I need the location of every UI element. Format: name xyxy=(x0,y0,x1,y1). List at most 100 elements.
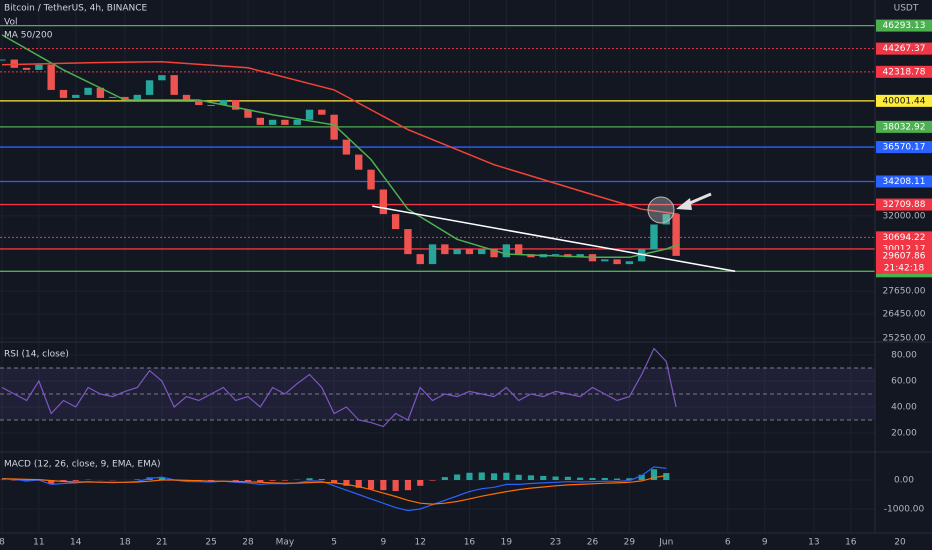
candle xyxy=(158,75,166,81)
candle xyxy=(244,109,252,118)
trendline xyxy=(372,205,736,272)
highlight-circle xyxy=(647,196,675,224)
candle xyxy=(428,244,437,265)
x-tick-label: 9 xyxy=(762,538,768,548)
x-tick-label: 13 xyxy=(808,538,819,548)
candle xyxy=(478,248,486,255)
candle xyxy=(650,224,658,249)
macd-histogram-bar xyxy=(72,480,79,481)
macd-histogram-bar xyxy=(466,472,473,480)
candle xyxy=(121,96,129,100)
candle xyxy=(672,214,680,256)
macd-histogram-bar xyxy=(355,480,362,488)
price-level-tag xyxy=(876,120,932,133)
x-tick-label: 8 xyxy=(0,538,5,548)
y-tick-label: 25250.00 xyxy=(883,333,926,343)
macd-histogram-bar xyxy=(392,480,399,492)
candle xyxy=(613,259,621,265)
candle xyxy=(662,214,670,225)
arrow-head xyxy=(676,198,692,210)
price-level-label: 30694.22 xyxy=(883,233,926,243)
last-price-label: 29607.86 xyxy=(883,251,926,261)
y-tick-label: 26450.00 xyxy=(883,310,926,320)
price-level-label: 42318.78 xyxy=(883,67,926,77)
candle xyxy=(219,99,228,106)
macd-histogram-bar xyxy=(158,477,165,480)
x-tick-label: 16 xyxy=(845,538,857,548)
y-tick-label: 0.00 xyxy=(894,476,914,486)
x-tick-label: 6 xyxy=(725,538,731,548)
x-tick-label: May xyxy=(276,538,295,548)
macd-histogram-bar xyxy=(515,474,522,480)
x-tick-label: 21 xyxy=(156,538,167,548)
y-tick-label: 27650.00 xyxy=(883,287,926,297)
candle xyxy=(84,87,92,95)
price-level-label: 30012.17 xyxy=(883,244,926,254)
candle xyxy=(133,94,141,100)
ma-label: MA 50/200 xyxy=(4,31,53,41)
y-tick-label: 20.00 xyxy=(891,428,917,438)
x-tick-label: 20 xyxy=(894,538,906,548)
macd-histogram-bar xyxy=(306,478,313,480)
macd-histogram-bar xyxy=(318,478,325,480)
macd-histogram-bar xyxy=(441,477,448,480)
y-tick-label: 80.00 xyxy=(891,351,917,361)
macd-line xyxy=(1,474,667,505)
price-level-tag xyxy=(876,141,932,154)
last-price-tag xyxy=(876,249,932,274)
candle xyxy=(72,94,80,98)
price-level-tag xyxy=(876,198,932,211)
macd-histogram-bar xyxy=(257,480,264,483)
x-tick-label: Jun xyxy=(658,538,673,548)
candle xyxy=(379,189,388,215)
candle xyxy=(551,254,560,256)
macd-histogram-bar xyxy=(540,475,547,480)
candle xyxy=(232,99,240,110)
price-level-label: 38032.92 xyxy=(883,122,926,132)
macd-histogram-bar xyxy=(417,480,424,486)
price-level-tag xyxy=(876,94,932,107)
price-level-label: 36570.17 xyxy=(883,143,926,153)
x-tick-label: 14 xyxy=(70,538,82,548)
x-tick-label: 11 xyxy=(33,538,44,548)
x-tick-label: 5 xyxy=(331,538,337,548)
candle xyxy=(281,119,289,125)
x-tick-label: 23 xyxy=(550,538,561,548)
candle xyxy=(404,229,412,255)
candle xyxy=(330,114,338,140)
macd-histogram-bar xyxy=(208,480,215,481)
candle xyxy=(502,244,511,258)
candle xyxy=(59,89,68,98)
macd-histogram-bar xyxy=(490,473,498,480)
price-level-label: 34208.11 xyxy=(883,177,926,187)
y-tick-label: 60.00 xyxy=(891,376,917,386)
macd-histogram-bar xyxy=(232,480,239,481)
x-tick-label: 12 xyxy=(415,538,426,548)
price-level-label: 44267.37 xyxy=(883,44,926,54)
candle xyxy=(453,248,461,255)
x-tick-label: 19 xyxy=(501,538,513,548)
macd-histogram-bar xyxy=(367,480,375,490)
candle xyxy=(35,64,43,70)
candle xyxy=(576,254,584,258)
candle xyxy=(108,96,117,98)
price-level-label: 46293.13 xyxy=(883,21,926,31)
countdown-label: 21:42:18 xyxy=(884,263,925,273)
price-level-label: 40001.44 xyxy=(883,96,926,106)
symbol-title: Bitcoin / TetherUS, 4h, BINANCE xyxy=(4,4,148,14)
price-level-label: 32709.88 xyxy=(883,200,926,210)
candle xyxy=(490,248,498,258)
candle xyxy=(391,214,400,230)
candle xyxy=(256,117,265,125)
macd-histogram-bar xyxy=(503,472,510,480)
candle xyxy=(305,109,314,120)
macd-histogram-bar xyxy=(48,480,55,484)
moving-average-line xyxy=(1,60,679,215)
y-tick-label: 40.00 xyxy=(891,402,917,412)
macd-histogram-bar xyxy=(613,478,621,480)
candle xyxy=(293,119,301,125)
candle xyxy=(96,87,105,98)
price-level-tag xyxy=(876,42,932,55)
candle xyxy=(465,248,474,255)
